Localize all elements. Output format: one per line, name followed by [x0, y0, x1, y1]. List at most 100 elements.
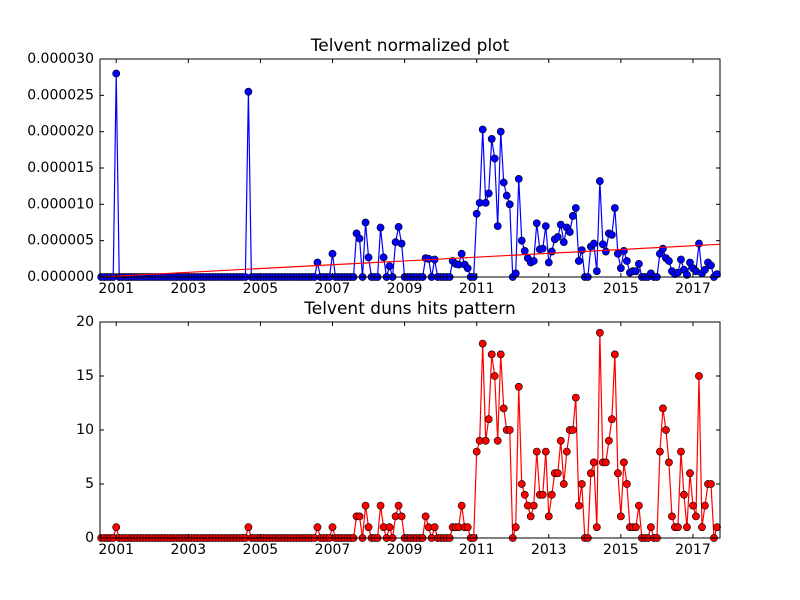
data-point — [619, 246, 628, 255]
axes-background — [100, 59, 720, 277]
y-tick-label: 0.000030 — [27, 51, 94, 67]
data-point — [544, 512, 553, 521]
data-point — [683, 523, 691, 532]
data-point — [379, 253, 388, 262]
data-point — [613, 469, 622, 478]
data-point — [689, 501, 697, 510]
data-point — [619, 458, 628, 467]
data-point — [364, 523, 373, 532]
chart-title: Telvent duns hits pattern — [303, 299, 516, 319]
data-point — [577, 480, 586, 488]
data-point — [674, 523, 682, 532]
data-point — [541, 222, 550, 231]
data-point — [616, 264, 625, 273]
data-point — [472, 209, 481, 218]
data-point — [610, 204, 619, 212]
data-point — [505, 200, 514, 209]
data-point — [457, 501, 466, 510]
data-point — [478, 125, 487, 134]
x-tick-label: 2017 — [675, 542, 711, 558]
data-point — [394, 501, 403, 510]
data-point — [355, 512, 364, 521]
data-point — [361, 218, 370, 227]
data-point — [463, 523, 472, 532]
data-point — [529, 257, 538, 265]
data-point — [505, 426, 514, 434]
data-point — [481, 198, 490, 207]
y-tick-label: 5 — [85, 476, 94, 492]
data-point — [701, 265, 709, 274]
data-point — [574, 257, 583, 265]
data-point — [544, 258, 553, 267]
data-point — [421, 512, 430, 521]
x-tick-label: 2015 — [603, 542, 639, 558]
data-point — [481, 436, 490, 445]
data-point — [586, 469, 595, 478]
data-point — [478, 339, 487, 348]
y-tick-label: 0.000020 — [27, 124, 94, 140]
data-point — [562, 447, 571, 456]
data-point — [457, 249, 466, 258]
data-point — [598, 240, 607, 249]
data-point — [659, 244, 667, 253]
data-point — [565, 228, 574, 236]
data-point — [668, 512, 676, 521]
data-point — [595, 328, 604, 337]
data-point — [493, 436, 502, 445]
x-tick-label: 2009 — [387, 281, 423, 297]
data-point — [604, 436, 613, 445]
data-point — [526, 512, 535, 521]
data-point — [397, 239, 406, 248]
data-point — [601, 247, 610, 256]
data-point — [499, 404, 508, 413]
data-point — [568, 426, 577, 434]
data-point — [677, 255, 685, 264]
data-point — [511, 523, 520, 532]
data-point — [514, 382, 523, 391]
y-tick-label: 0.000005 — [27, 233, 94, 249]
y-tick-label: 0.000000 — [27, 269, 94, 285]
data-point — [698, 523, 706, 532]
data-point — [601, 458, 610, 467]
data-point — [532, 447, 541, 456]
data-point — [538, 244, 547, 253]
data-point — [559, 480, 568, 488]
y-tick-label: 0.000015 — [27, 160, 94, 176]
data-point — [538, 490, 547, 499]
data-point — [686, 469, 694, 478]
data-point — [385, 523, 394, 532]
data-point — [656, 447, 664, 456]
data-point — [622, 480, 631, 488]
x-tick-label: 2005 — [243, 281, 279, 297]
x-tick-label: 2001 — [98, 542, 134, 558]
data-point — [568, 212, 577, 220]
data-point — [547, 247, 556, 256]
data-point — [496, 350, 505, 359]
chart-title: Telvent normalized plot — [310, 36, 510, 56]
data-point — [577, 246, 586, 255]
data-point — [463, 264, 472, 273]
x-tick-label: 2013 — [531, 281, 567, 297]
data-point — [592, 267, 601, 276]
y-tick-label: 0 — [85, 530, 94, 546]
x-tick-label: 2017 — [675, 281, 711, 297]
x-tick-label: 2013 — [531, 542, 567, 558]
data-point — [634, 501, 643, 510]
data-point — [493, 222, 502, 231]
data-point — [632, 523, 640, 532]
data-point — [692, 512, 700, 521]
data-point — [355, 234, 364, 243]
data-point — [707, 480, 715, 488]
plot-area — [97, 322, 721, 542]
data-point — [376, 501, 385, 510]
data-point — [520, 246, 529, 255]
y-tick-label: 20 — [76, 314, 94, 330]
x-tick-label: 2007 — [315, 281, 351, 297]
data-point — [517, 480, 526, 488]
data-point — [616, 512, 625, 521]
data-point — [328, 523, 337, 532]
data-point — [520, 490, 529, 499]
data-point — [112, 523, 121, 532]
data-point — [517, 236, 526, 245]
